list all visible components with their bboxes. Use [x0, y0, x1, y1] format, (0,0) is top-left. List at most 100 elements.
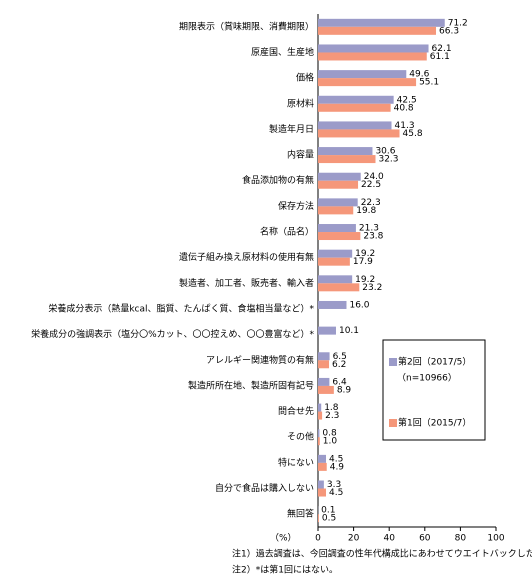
bar — [318, 147, 373, 156]
y-tick-label: 保存方法 — [278, 200, 314, 212]
bar — [318, 44, 429, 53]
y-tick-label: 遺伝子組み換え原材料の使用有無 — [179, 251, 314, 263]
bar — [318, 172, 361, 181]
value-label: 10.1 — [339, 326, 359, 336]
value-label: 0.8 — [322, 429, 337, 439]
note: 注2）*は第1回にはない。 — [232, 564, 338, 576]
value-label: 42.5 — [397, 95, 417, 105]
bar — [318, 275, 353, 284]
bar — [318, 429, 320, 438]
value-label: 55.1 — [419, 78, 439, 88]
value-label: 32.3 — [378, 155, 398, 165]
y-tick-label: 栄養成分の強調表示（塩分〇%カット、〇〇控えめ、〇〇豊富など）* — [31, 328, 314, 340]
bar — [318, 403, 322, 412]
x-axis-label: （%） — [270, 533, 297, 544]
y-tick-label: 名称（品名） — [260, 226, 314, 238]
value-label: 66.3 — [439, 26, 459, 36]
bar — [318, 206, 354, 215]
note: 注1）過去調査は、今回調査の性年代構成比にあわせてウエイトバックした値。 — [232, 548, 532, 560]
value-label: 4.5 — [329, 488, 343, 498]
bar — [318, 95, 394, 104]
bar — [318, 257, 350, 266]
bar — [318, 326, 336, 335]
value-label: 4.5 — [329, 454, 343, 464]
value-label: 8.9 — [337, 385, 352, 395]
legend-swatch — [389, 419, 397, 427]
legend-box — [382, 339, 486, 441]
legend-note: （n=10966） — [397, 373, 457, 384]
legend-label: 第1回（2015/7） — [398, 417, 471, 429]
bar — [318, 70, 407, 79]
value-label: 2.3 — [325, 411, 339, 421]
x-tick-label: 80 — [455, 534, 467, 544]
x-tick-label: 100 — [487, 534, 504, 544]
legend-swatch — [389, 358, 397, 366]
value-label: 1.0 — [323, 437, 338, 447]
bar — [318, 454, 327, 463]
y-tick-label: 特にない — [278, 456, 314, 468]
bar — [318, 437, 320, 446]
y-tick-label: 問合せ先 — [278, 405, 314, 417]
value-label: 62.1 — [432, 44, 452, 54]
bar — [318, 180, 359, 189]
bar — [318, 283, 360, 292]
value-label: 19.2 — [355, 249, 375, 259]
value-label: 6.5 — [333, 352, 347, 362]
value-label: 19.2 — [355, 275, 375, 285]
legend-label: 第2回（2017/5） — [398, 356, 471, 368]
value-label: 49.6 — [409, 70, 429, 80]
value-label: 4.9 — [330, 462, 345, 472]
y-tick-label: 原産国、生産地 — [251, 46, 314, 58]
bar — [318, 18, 445, 27]
value-label: 3.3 — [327, 480, 341, 490]
y-tick-label: アレルギー関連物質の有無 — [206, 354, 314, 366]
value-label: 45.8 — [403, 129, 423, 139]
y-tick-label: 製造者、加工者、販売者、輸入者 — [179, 277, 314, 289]
value-label: 23.8 — [363, 232, 383, 242]
value-label: 24.0 — [364, 172, 384, 182]
bar — [318, 462, 327, 471]
y-tick-label: 製造年月日 — [269, 123, 314, 135]
value-label: 6.2 — [332, 360, 346, 370]
y-tick-label: 無回答 — [287, 508, 314, 520]
y-tick-label: その他 — [287, 431, 314, 443]
bar — [318, 480, 324, 489]
y-tick-label: 期限表示（賞味期限、消費期限） — [179, 20, 314, 32]
value-label: 30.6 — [375, 147, 395, 157]
y-tick-label: 価格 — [296, 72, 314, 84]
bar — [318, 26, 437, 35]
y-tick-label: 内容量 — [287, 149, 314, 161]
bar — [318, 249, 353, 258]
bar — [318, 352, 330, 361]
bar — [318, 78, 417, 87]
value-label: 23.2 — [362, 283, 382, 293]
value-label: 41.3 — [395, 121, 415, 131]
x-tick-label: 0 — [315, 534, 321, 544]
value-label: 61.1 — [430, 52, 450, 62]
value-label: 21.3 — [359, 224, 379, 234]
bar — [318, 121, 392, 130]
x-tick-label: 60 — [419, 534, 431, 544]
value-label: 40.8 — [394, 103, 414, 113]
bar — [318, 198, 358, 207]
y-tick-label: 自分で食品は購入しない — [215, 482, 314, 494]
bar — [318, 514, 319, 523]
bar — [318, 103, 391, 112]
bar — [318, 155, 376, 164]
bar — [318, 360, 330, 369]
x-tick-label: 40 — [383, 534, 395, 544]
x-tick-label: 20 — [348, 534, 360, 544]
bar — [318, 411, 323, 420]
bar — [318, 232, 361, 241]
y-tick-label: 原材料 — [287, 97, 314, 109]
value-label: 6.4 — [332, 377, 347, 387]
bar — [318, 488, 327, 497]
bar — [318, 52, 427, 61]
value-label: 17.9 — [353, 257, 373, 267]
value-label: 16.0 — [349, 300, 369, 310]
y-tick-label: 食品添加物の有無 — [242, 174, 314, 186]
value-label: 22.5 — [361, 180, 381, 190]
value-label: 71.2 — [448, 18, 468, 28]
bar — [318, 377, 330, 386]
